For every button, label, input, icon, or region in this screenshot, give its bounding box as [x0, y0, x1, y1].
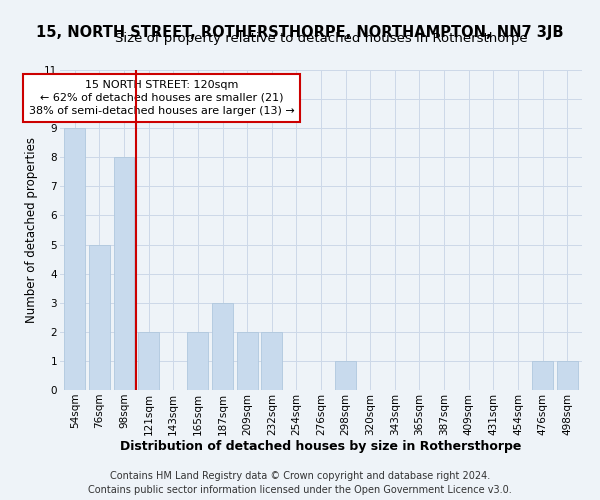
Bar: [187, 332, 208, 390]
Y-axis label: Number of detached properties: Number of detached properties: [25, 137, 38, 323]
Text: Contains HM Land Registry data © Crown copyright and database right 2024.
Contai: Contains HM Land Registry data © Crown c…: [88, 471, 512, 495]
X-axis label: Distribution of detached houses by size in Rothersthorpe: Distribution of detached houses by size …: [121, 440, 521, 454]
Bar: [113, 158, 134, 390]
Bar: [335, 361, 356, 390]
Text: 15 NORTH STREET: 120sqm
← 62% of detached houses are smaller (21)
38% of semi-de: 15 NORTH STREET: 120sqm ← 62% of detache…: [29, 80, 295, 116]
Bar: [236, 332, 257, 390]
Bar: [261, 332, 282, 390]
Bar: [212, 302, 233, 390]
Bar: [64, 128, 85, 390]
Bar: [89, 244, 110, 390]
Text: 15, NORTH STREET, ROTHERSTHORPE, NORTHAMPTON, NN7 3JB: 15, NORTH STREET, ROTHERSTHORPE, NORTHAM…: [36, 25, 564, 40]
Title: Size of property relative to detached houses in Rothersthorpe: Size of property relative to detached ho…: [115, 32, 527, 45]
Bar: [557, 361, 578, 390]
Bar: [138, 332, 159, 390]
Bar: [532, 361, 553, 390]
